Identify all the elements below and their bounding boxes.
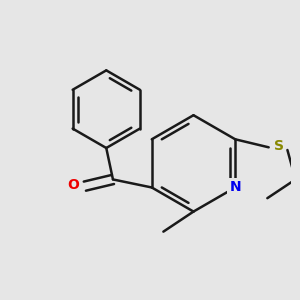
Text: S: S	[274, 139, 284, 153]
Text: N: N	[230, 181, 241, 194]
Text: O: O	[67, 178, 79, 192]
